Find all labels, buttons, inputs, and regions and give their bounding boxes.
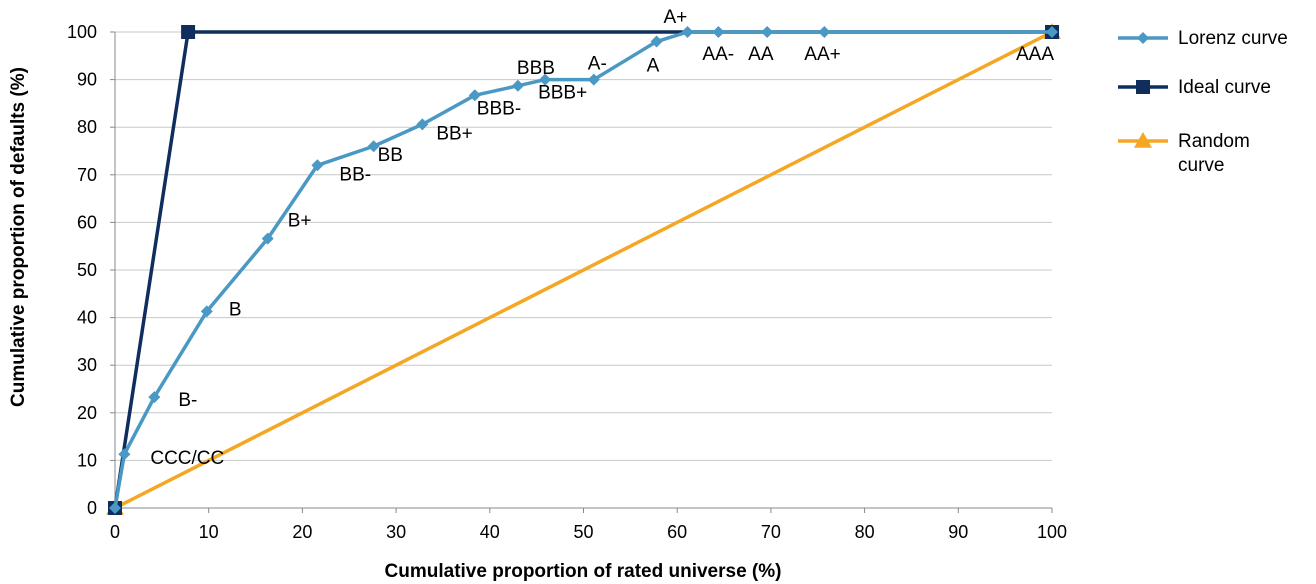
y-tick-label: 100	[67, 22, 97, 42]
point-label: A-	[588, 54, 607, 75]
legend: Lorenz curve Ideal curve Random curve	[1118, 28, 1288, 176]
point-label: B-	[178, 390, 197, 411]
data-point	[712, 26, 725, 38]
legend-item-ideal-curve: Ideal curve	[1118, 77, 1271, 98]
y-tick-label: 10	[77, 450, 97, 470]
data-point	[109, 502, 121, 514]
data-point	[367, 140, 380, 153]
y-tick-label: 40	[77, 308, 97, 328]
legend-swatch-marker	[1137, 32, 1149, 44]
y-axis-title: Cumulative proportion of defaults (%)	[8, 67, 29, 407]
x-tick-label: 80	[855, 522, 875, 542]
data-point	[587, 73, 600, 86]
data-point	[200, 305, 213, 318]
series-lorenz-curve	[109, 26, 1058, 514]
x-tick-label: 60	[667, 522, 687, 542]
data-point	[311, 159, 324, 172]
y-tick-label: 80	[77, 117, 97, 137]
data-point	[818, 26, 831, 38]
data-point	[118, 448, 131, 461]
legend-label: Ideal curve	[1178, 77, 1271, 98]
y-tick-label: 50	[77, 260, 97, 280]
data-point	[761, 26, 774, 38]
point-label: BB+	[436, 123, 472, 144]
point-label: AA	[748, 44, 774, 65]
point-label: AAA	[1016, 44, 1054, 65]
x-tick-label: 50	[573, 522, 593, 542]
x-tick-label: 40	[480, 522, 500, 542]
x-tick-label: 0	[110, 522, 120, 542]
data-point	[261, 232, 274, 245]
point-label: BBB	[517, 58, 555, 79]
series-layer	[106, 23, 1061, 515]
x-tick-label: 30	[386, 522, 406, 542]
point-label: BBB-	[477, 98, 521, 119]
x-tick-label: 20	[292, 522, 312, 542]
legend-item-random-curve: Random curve	[1118, 131, 1250, 176]
data-point	[416, 118, 429, 131]
legend-item-lorenz-curve: Lorenz curve	[1118, 28, 1288, 49]
x-axis-title: Cumulative proportion of rated universe …	[385, 561, 782, 582]
data-point	[468, 89, 481, 102]
point-label: AA+	[804, 44, 840, 65]
legend-label: Random	[1178, 131, 1250, 152]
point-label: A+	[664, 7, 688, 28]
data-point	[681, 26, 694, 38]
data-point	[539, 73, 552, 86]
point-label: AA-	[702, 44, 734, 65]
x-tick-label: 90	[948, 522, 968, 542]
point-label: A	[647, 56, 660, 77]
data-point	[1046, 26, 1058, 38]
point-label: B	[229, 299, 242, 320]
x-tick-labels: 0 10 20 30 40 50 60 70 80 90 100	[110, 522, 1067, 542]
y-tick-labels: 0 10 20 30 40 50 60 70 80 90 100	[67, 22, 97, 518]
y-tick-label: 60	[77, 212, 97, 232]
data-point	[511, 79, 524, 92]
data-point	[650, 35, 663, 48]
y-tick-label: 30	[77, 355, 97, 375]
point-label: BB-	[339, 164, 371, 185]
series-line	[114, 30, 1053, 510]
y-tick-label: 70	[77, 165, 97, 185]
legend-label: Lorenz curve	[1178, 28, 1288, 49]
x-tick-label: 10	[199, 522, 219, 542]
data-point	[181, 25, 196, 39]
legend-swatch-marker	[1134, 132, 1152, 148]
series-line	[113, 30, 1052, 509]
point-label: B+	[288, 211, 312, 232]
point-label: CCC/CC	[150, 448, 224, 469]
data-point	[148, 391, 161, 404]
legend-label: curve	[1178, 155, 1224, 176]
point-label: BBB+	[538, 83, 587, 104]
x-tick-label: 100	[1037, 522, 1067, 542]
x-tick-label: 70	[761, 522, 781, 542]
y-tick-label: 0	[87, 498, 97, 518]
y-tick-label: 20	[77, 403, 97, 423]
point-label: BB	[378, 145, 403, 166]
legend-swatch-marker	[1136, 80, 1150, 94]
y-tick-label: 90	[77, 70, 97, 90]
